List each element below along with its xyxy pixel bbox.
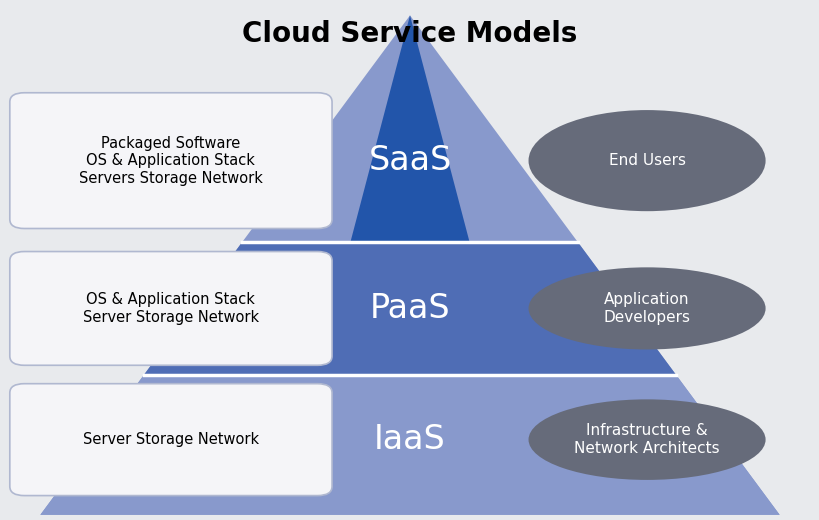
Ellipse shape: [528, 267, 765, 349]
Ellipse shape: [528, 399, 765, 480]
Text: Packaged Software
OS & Application Stack
Servers Storage Network: Packaged Software OS & Application Stack…: [79, 136, 263, 186]
Polygon shape: [281, 16, 538, 504]
Text: SaaS: SaaS: [368, 144, 451, 177]
Text: Infrastructure &
Network Architects: Infrastructure & Network Architects: [573, 423, 719, 456]
Text: End Users: End Users: [608, 153, 685, 168]
Text: Cloud Service Models: Cloud Service Models: [242, 20, 577, 48]
Polygon shape: [40, 16, 779, 515]
Text: Server Storage Network: Server Storage Network: [83, 432, 259, 447]
Polygon shape: [144, 242, 675, 374]
FancyBboxPatch shape: [10, 384, 332, 496]
Text: OS & Application Stack
Server Storage Network: OS & Application Stack Server Storage Ne…: [83, 292, 259, 324]
Ellipse shape: [528, 110, 765, 211]
FancyBboxPatch shape: [10, 93, 332, 228]
Text: IaaS: IaaS: [373, 423, 446, 456]
Text: PaaS: PaaS: [369, 292, 450, 325]
Polygon shape: [40, 374, 779, 515]
FancyBboxPatch shape: [10, 252, 332, 365]
Text: Application
Developers: Application Developers: [603, 292, 690, 324]
